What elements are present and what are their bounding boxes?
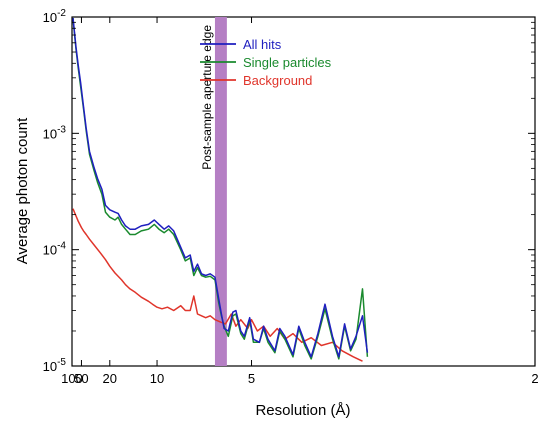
x-tick-label: 50	[74, 371, 88, 386]
legend-label: All hits	[243, 37, 282, 52]
series-line-single-particles	[72, 17, 369, 360]
x-tick-label: 2	[531, 371, 538, 386]
x-tick-label: 100	[61, 371, 83, 386]
y-tick-label: 10-3	[43, 124, 67, 141]
x-tick-label: 20	[103, 371, 117, 386]
legend-label: Single particles	[243, 55, 332, 70]
aperture-edge-label: Post-sample aperture edge	[200, 25, 214, 170]
plot-frame	[71, 16, 536, 367]
y-tick-label: 10-4	[43, 241, 67, 258]
series-line-all-hits	[72, 17, 369, 358]
y-axis-label: Average photon count	[14, 117, 31, 264]
x-tick-label: 5	[248, 371, 255, 386]
legend-label: Background	[243, 73, 312, 88]
y-tick-label: 10-2	[43, 8, 67, 25]
aperture-edge-band	[214, 17, 227, 366]
x-tick-label: 10	[150, 371, 164, 386]
x-axis-label: Resolution (Å)	[255, 402, 350, 419]
